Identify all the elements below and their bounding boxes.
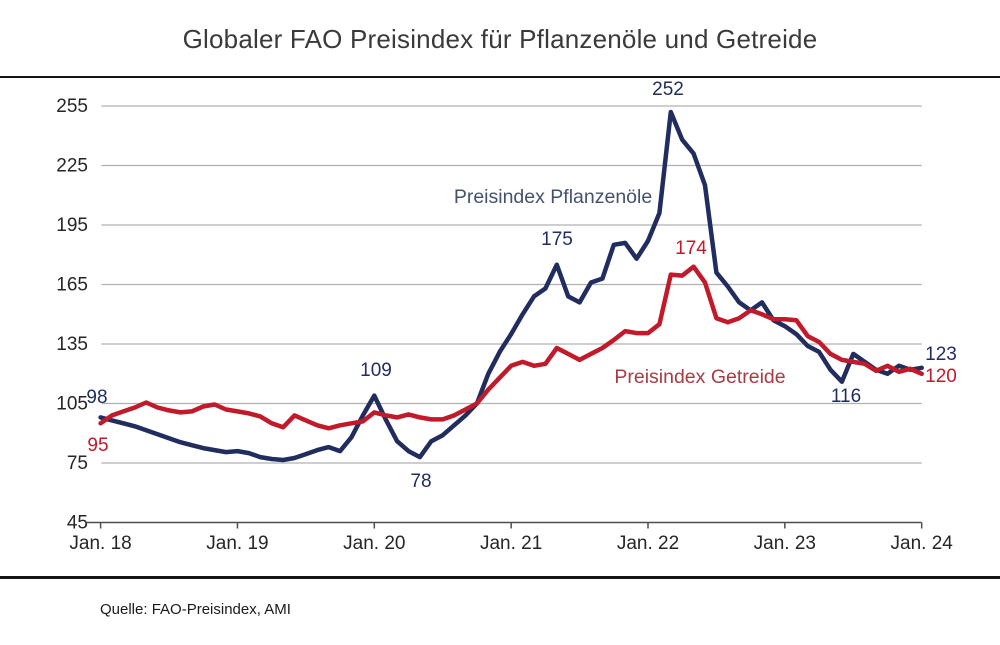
annotation-cereals-95: 95: [87, 435, 108, 456]
y-tick-label-255: 255: [56, 96, 88, 117]
y-tick-label-135: 135: [56, 334, 88, 355]
x-tick-label-19: Jan. 19: [206, 533, 268, 554]
series-label-oils: Preisindex Pflanzenöle: [454, 186, 652, 208]
top-rule: [0, 76, 1000, 78]
x-tick-label-23: Jan. 23: [754, 533, 816, 554]
y-tick-label-45: 45: [67, 513, 88, 534]
y-tick-label-105: 105: [56, 394, 88, 415]
annotation-oils-78: 78: [410, 471, 431, 492]
x-tick-label-20: Jan. 20: [343, 533, 405, 554]
annotation-oils-98: 98: [86, 387, 107, 408]
series-line-oils: [98, 109, 924, 463]
annotation-oils-175: 175: [541, 229, 573, 250]
x-tick-label-24: Jan. 24: [891, 533, 954, 554]
annotation-cereals-174: 174: [675, 238, 707, 259]
source-note: Quelle: FAO-Preisindex, AMI: [100, 601, 291, 618]
y-tick-label-75: 75: [67, 453, 88, 474]
bottom-rule: [0, 576, 1000, 579]
annotation-oils-123: 123: [925, 344, 957, 365]
annotation-cereals-120: 120: [925, 366, 957, 387]
x-tick-label-18: Jan. 18: [69, 533, 131, 554]
chart-title: Globaler FAO Preisindex für Pflanzenöle …: [182, 24, 818, 54]
x-tick-label-21: Jan. 21: [480, 533, 542, 554]
series-line-cereals: [98, 264, 924, 431]
annotation-oils-109: 109: [360, 360, 392, 381]
y-tick-label-165: 165: [56, 275, 88, 296]
series-label-cereals: Preisindex Getreide: [614, 366, 785, 388]
annotation-oils-252: 252: [652, 79, 684, 100]
annotation-oils-116: 116: [831, 386, 861, 407]
y-tick-label-195: 195: [56, 215, 88, 236]
y-tick-label-225: 225: [56, 156, 88, 177]
x-tick-label-22: Jan. 22: [617, 533, 679, 554]
